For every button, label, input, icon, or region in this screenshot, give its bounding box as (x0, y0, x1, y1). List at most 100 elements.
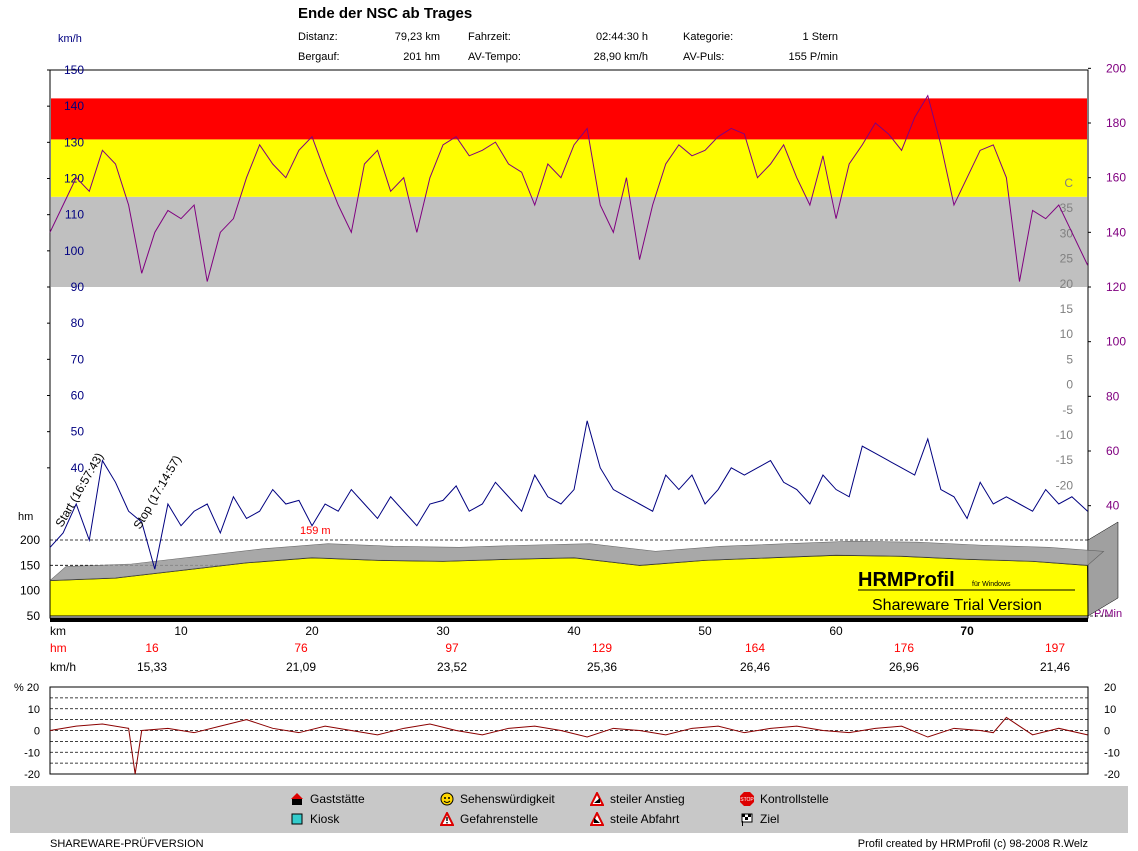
speed-tick-label: 60 (71, 389, 85, 403)
pulse-tick-label: 80 (1106, 389, 1120, 403)
ziel-icon (740, 812, 754, 826)
legend-item: STOP Kontrollstelle (740, 792, 829, 806)
legend-item: Kiosk (290, 812, 339, 826)
speed-line (49, 420, 1088, 570)
temp-tick-label: 30 (1060, 226, 1074, 240)
temp-tick-label: -20 (1056, 478, 1074, 492)
pulse-zone (51, 196, 1087, 287)
pulse-tick-label: 160 (1106, 171, 1126, 185)
altitude-tick-label: 50 (27, 609, 41, 623)
gradient-tick-right: -20 (1104, 769, 1120, 781)
temp-tick-label: -10 (1056, 428, 1074, 442)
speed-tick-label: 100 (64, 244, 84, 258)
x-tick-label: 40 (567, 624, 581, 638)
pulse-zone (51, 98, 1087, 140)
pulse-line (49, 94, 1089, 282)
watermark-subtitle: Shareware Trial Version (872, 597, 1042, 614)
pulse-tick-label: 140 (1106, 225, 1126, 239)
footer-left: SHAREWARE-PRÜFVERSION (50, 838, 204, 850)
gradient-tick-left: 10 (28, 704, 40, 716)
gradient-tick-right: 0 (1104, 726, 1110, 738)
kmh-row-label: km/h (50, 660, 76, 674)
speed-tick-label: 90 (71, 280, 85, 294)
altitude-tick-label: 200 (20, 533, 40, 547)
pulse-tick-label: 40 (1106, 499, 1120, 513)
gefahrenstelle-icon (439, 810, 455, 826)
stat-label: Kategorie: (683, 31, 734, 43)
steiler-anstieg-icon (589, 790, 605, 806)
gradient-line (49, 716, 1088, 775)
legend-item: Ziel (740, 812, 779, 826)
legend-label: Sehenswürdigkeit (460, 792, 555, 806)
segment-kmh: 26,46 (740, 660, 770, 674)
pulse-tick-label: 100 (1106, 335, 1126, 349)
stat-value: 28,90 km/h (593, 51, 648, 63)
temp-tick-label: -15 (1056, 453, 1074, 467)
sehenswuerdigkeit-icon (440, 792, 454, 806)
hm-row-label: hm (50, 641, 67, 655)
altitude-tick-label: 150 (20, 558, 40, 572)
temp-tick-label: -5 (1062, 403, 1073, 417)
legend-label: Gaststätte (310, 792, 365, 806)
stat-label: Bergauf: (298, 51, 340, 63)
segment-hm: 129 (592, 641, 612, 655)
gradient-tick-right: 10 (1104, 704, 1116, 716)
stat-value: 1 Stern (802, 31, 838, 43)
temp-tick-label: 25 (1060, 252, 1074, 266)
segment-kmh: 25,36 (587, 660, 617, 674)
temp-tick-label: 0 (1066, 378, 1073, 392)
speed-tick-label: 140 (64, 99, 84, 113)
stat-value: 79,23 km (394, 31, 440, 43)
speed-tick-label: 110 (65, 208, 84, 222)
segment-kmh: 26,96 (889, 660, 919, 674)
legend-label: Ziel (760, 812, 780, 826)
stat-value: 155 P/min (788, 51, 838, 63)
gradient-tick-left: -20 (24, 769, 40, 781)
temp-tick-label: 20 (1060, 277, 1074, 291)
chart-title: Ende der NSC ab Trages (298, 5, 473, 22)
legend-item: Sehenswürdigkeit (440, 792, 555, 806)
temp-tick-label: 5 (1066, 352, 1073, 366)
segment-hm: 197 (1045, 641, 1065, 655)
kiosk-icon (290, 812, 304, 826)
x-tick-label: 60 (829, 624, 843, 638)
pulse-tick-label: 60 (1106, 444, 1120, 458)
gradient-chart: % 20 -20 -20 -10 -10 0 0 10 10 20 (14, 682, 1120, 781)
legend-label: Gefahrenstelle (460, 812, 539, 826)
speed-tick-label: 120 (64, 172, 84, 186)
altitude-axis-unit: hm (18, 511, 33, 523)
legend-label: steile Abfahrt (610, 812, 680, 826)
temp-tick-label: 35 (1060, 201, 1074, 215)
segment-kmh: 15,33 (137, 660, 167, 674)
pulse-zone (51, 139, 1087, 197)
kontrollstelle-icon: STOP (740, 792, 754, 806)
speed-tick-label: 40 (71, 461, 85, 475)
legend-item: Gaststätte (290, 792, 365, 806)
stat-label: AV-Puls: (683, 51, 725, 63)
watermark-small: für Windows (972, 581, 1011, 588)
stat-value: 02:44:30 h (596, 31, 648, 43)
pulse-tick-label: 180 (1106, 116, 1126, 130)
segment-hm: 164 (745, 641, 765, 655)
temp-tick-label: C (1064, 176, 1073, 190)
segment-hm: 16 (145, 641, 159, 655)
gradient-tick-right: 20 (1104, 682, 1116, 694)
legend-label: Kiosk (310, 812, 340, 826)
segment-hm: 76 (294, 641, 308, 655)
legend-item: Gefahrenstelle (439, 810, 539, 826)
gradient-tick-right: -10 (1104, 747, 1120, 759)
x-tick-label: 70 (960, 624, 974, 638)
legend-item: steile Abfahrt (589, 810, 680, 826)
segment-kmh: 23,52 (437, 660, 467, 674)
gaststaette-icon (290, 792, 304, 806)
segment-kmh: 21,09 (286, 660, 316, 674)
segment-hm: 97 (445, 641, 459, 655)
pulse-tick-label: 200 (1106, 61, 1126, 75)
stat-value: 201 hm (403, 51, 440, 63)
max-altitude-label: 159 m (300, 525, 331, 537)
stat-label: Fahrzeit: (468, 31, 511, 43)
gradient-axis-unit: % 20 (14, 682, 39, 694)
watermark-title: HRMProfil (858, 569, 955, 591)
steile-abfahrt-icon (589, 810, 605, 826)
svg-text:STOP: STOP (740, 797, 754, 803)
